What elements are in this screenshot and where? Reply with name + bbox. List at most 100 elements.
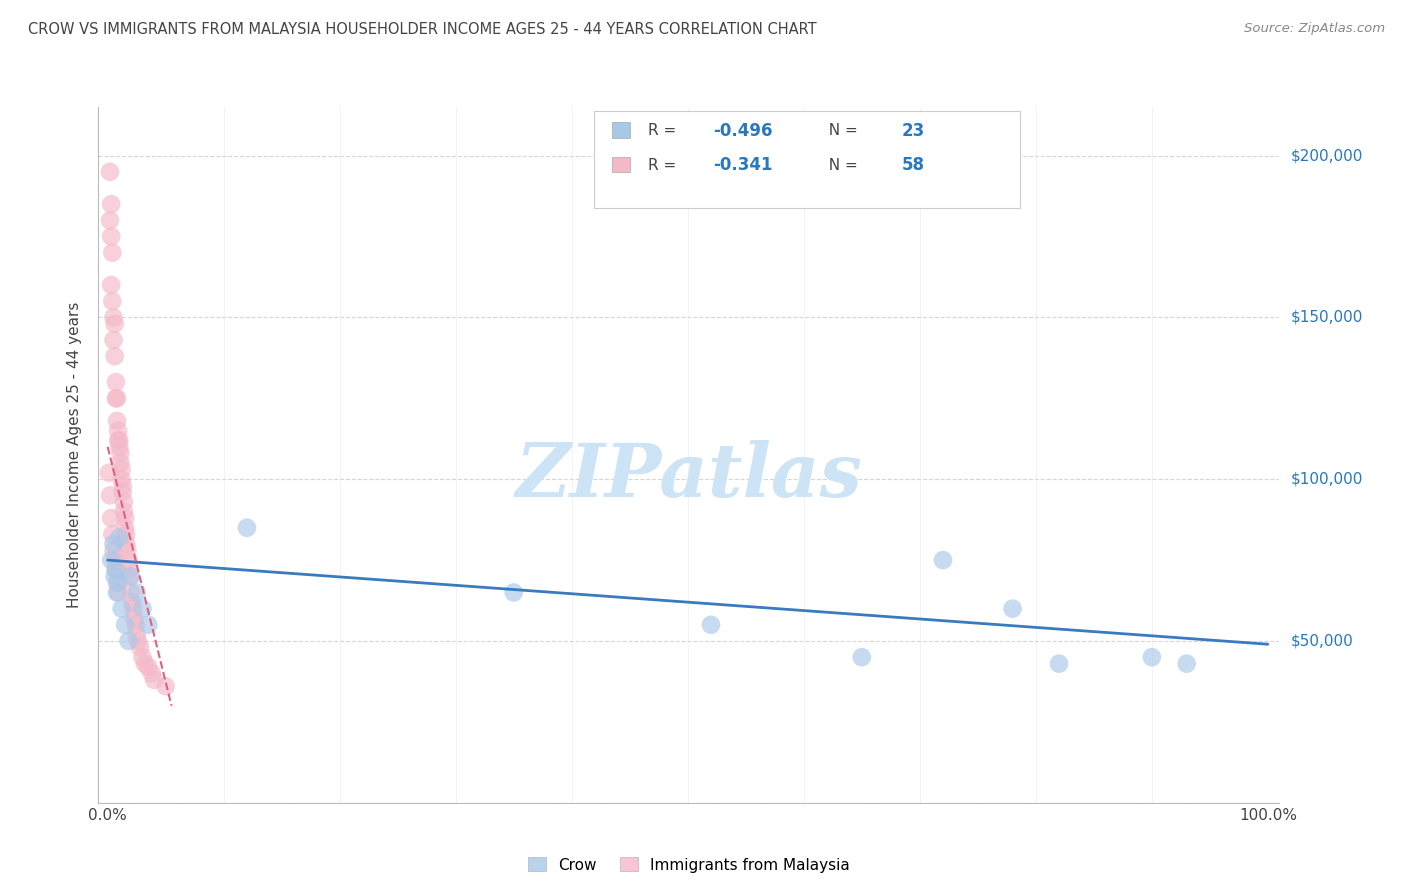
- Point: [117, 563, 139, 577]
- Point: [851, 650, 873, 665]
- Point: [143, 673, 166, 687]
- Point: [127, 634, 149, 648]
- Point: [502, 585, 524, 599]
- Point: [136, 660, 159, 674]
- Point: [114, 521, 136, 535]
- Point: [98, 213, 121, 227]
- Point: [112, 504, 135, 518]
- Point: [111, 601, 134, 615]
- Point: [103, 333, 125, 347]
- Bar: [612, 122, 630, 137]
- Point: [112, 495, 135, 509]
- Point: [136, 617, 159, 632]
- Point: [1140, 650, 1163, 665]
- Point: [111, 472, 134, 486]
- Point: [110, 446, 132, 460]
- Point: [103, 543, 125, 558]
- Point: [111, 478, 134, 492]
- Point: [108, 440, 131, 454]
- Point: [122, 601, 145, 615]
- Text: -0.496: -0.496: [713, 121, 772, 140]
- Point: [124, 611, 146, 625]
- Text: N =: N =: [820, 123, 863, 138]
- Text: Source: ZipAtlas.com: Source: ZipAtlas.com: [1244, 22, 1385, 36]
- Y-axis label: Householder Income Ages 25 - 44 years: Householder Income Ages 25 - 44 years: [67, 301, 83, 608]
- Text: ZIPatlas: ZIPatlas: [516, 440, 862, 512]
- Text: $100,000: $100,000: [1291, 472, 1362, 487]
- Point: [111, 485, 134, 500]
- Point: [115, 527, 138, 541]
- Point: [97, 466, 120, 480]
- Point: [131, 650, 153, 665]
- Point: [104, 375, 127, 389]
- Point: [100, 197, 122, 211]
- Point: [115, 537, 138, 551]
- Point: [155, 679, 177, 693]
- Point: [111, 462, 134, 476]
- Point: [134, 657, 156, 671]
- Text: $200,000: $200,000: [1291, 148, 1362, 163]
- Point: [110, 456, 132, 470]
- Point: [108, 434, 131, 448]
- Text: CROW VS IMMIGRANTS FROM MALAYSIA HOUSEHOLDER INCOME AGES 25 - 44 YEARS CORRELATI: CROW VS IMMIGRANTS FROM MALAYSIA HOUSEHO…: [28, 22, 817, 37]
- Point: [114, 511, 136, 525]
- Point: [129, 640, 152, 655]
- Point: [125, 627, 148, 641]
- Point: [1001, 601, 1024, 615]
- Point: [124, 617, 146, 632]
- Bar: [612, 157, 630, 172]
- Text: N =: N =: [820, 158, 863, 173]
- Point: [120, 569, 142, 583]
- Point: [104, 569, 127, 583]
- Point: [104, 317, 127, 331]
- Point: [236, 521, 259, 535]
- Text: -0.341: -0.341: [713, 156, 772, 175]
- Text: 23: 23: [903, 121, 925, 140]
- Point: [121, 595, 143, 609]
- Point: [104, 563, 127, 577]
- Point: [107, 585, 129, 599]
- Text: $50,000: $50,000: [1291, 633, 1354, 648]
- Text: $150,000: $150,000: [1291, 310, 1362, 325]
- Point: [125, 585, 148, 599]
- Point: [118, 569, 141, 583]
- Point: [104, 392, 127, 406]
- Point: [104, 553, 127, 567]
- Point: [101, 527, 124, 541]
- Point: [105, 575, 128, 590]
- Point: [107, 575, 129, 590]
- Point: [117, 553, 139, 567]
- Point: [101, 294, 124, 309]
- Point: [117, 543, 139, 558]
- Point: [100, 553, 122, 567]
- Point: [100, 511, 122, 525]
- Point: [117, 634, 139, 648]
- Text: R =: R =: [648, 158, 681, 173]
- Point: [105, 414, 128, 428]
- Text: R =: R =: [648, 123, 681, 138]
- Legend: Crow, Immigrants from Malaysia: Crow, Immigrants from Malaysia: [522, 851, 856, 879]
- Point: [932, 553, 955, 567]
- Point: [107, 424, 129, 438]
- Point: [114, 617, 136, 632]
- Text: 58: 58: [903, 156, 925, 175]
- Point: [141, 666, 163, 681]
- Point: [700, 617, 723, 632]
- Point: [104, 563, 127, 577]
- Point: [108, 531, 131, 545]
- Point: [105, 392, 128, 406]
- Point: [1047, 657, 1070, 671]
- Point: [120, 585, 142, 599]
- Point: [131, 601, 153, 615]
- Point: [98, 165, 121, 179]
- Point: [100, 229, 122, 244]
- Point: [1175, 657, 1198, 671]
- Point: [103, 310, 125, 325]
- Point: [107, 434, 129, 448]
- Point: [98, 488, 121, 502]
- Point: [101, 245, 124, 260]
- Point: [103, 537, 125, 551]
- Point: [105, 585, 128, 599]
- Point: [100, 278, 122, 293]
- FancyBboxPatch shape: [595, 111, 1019, 208]
